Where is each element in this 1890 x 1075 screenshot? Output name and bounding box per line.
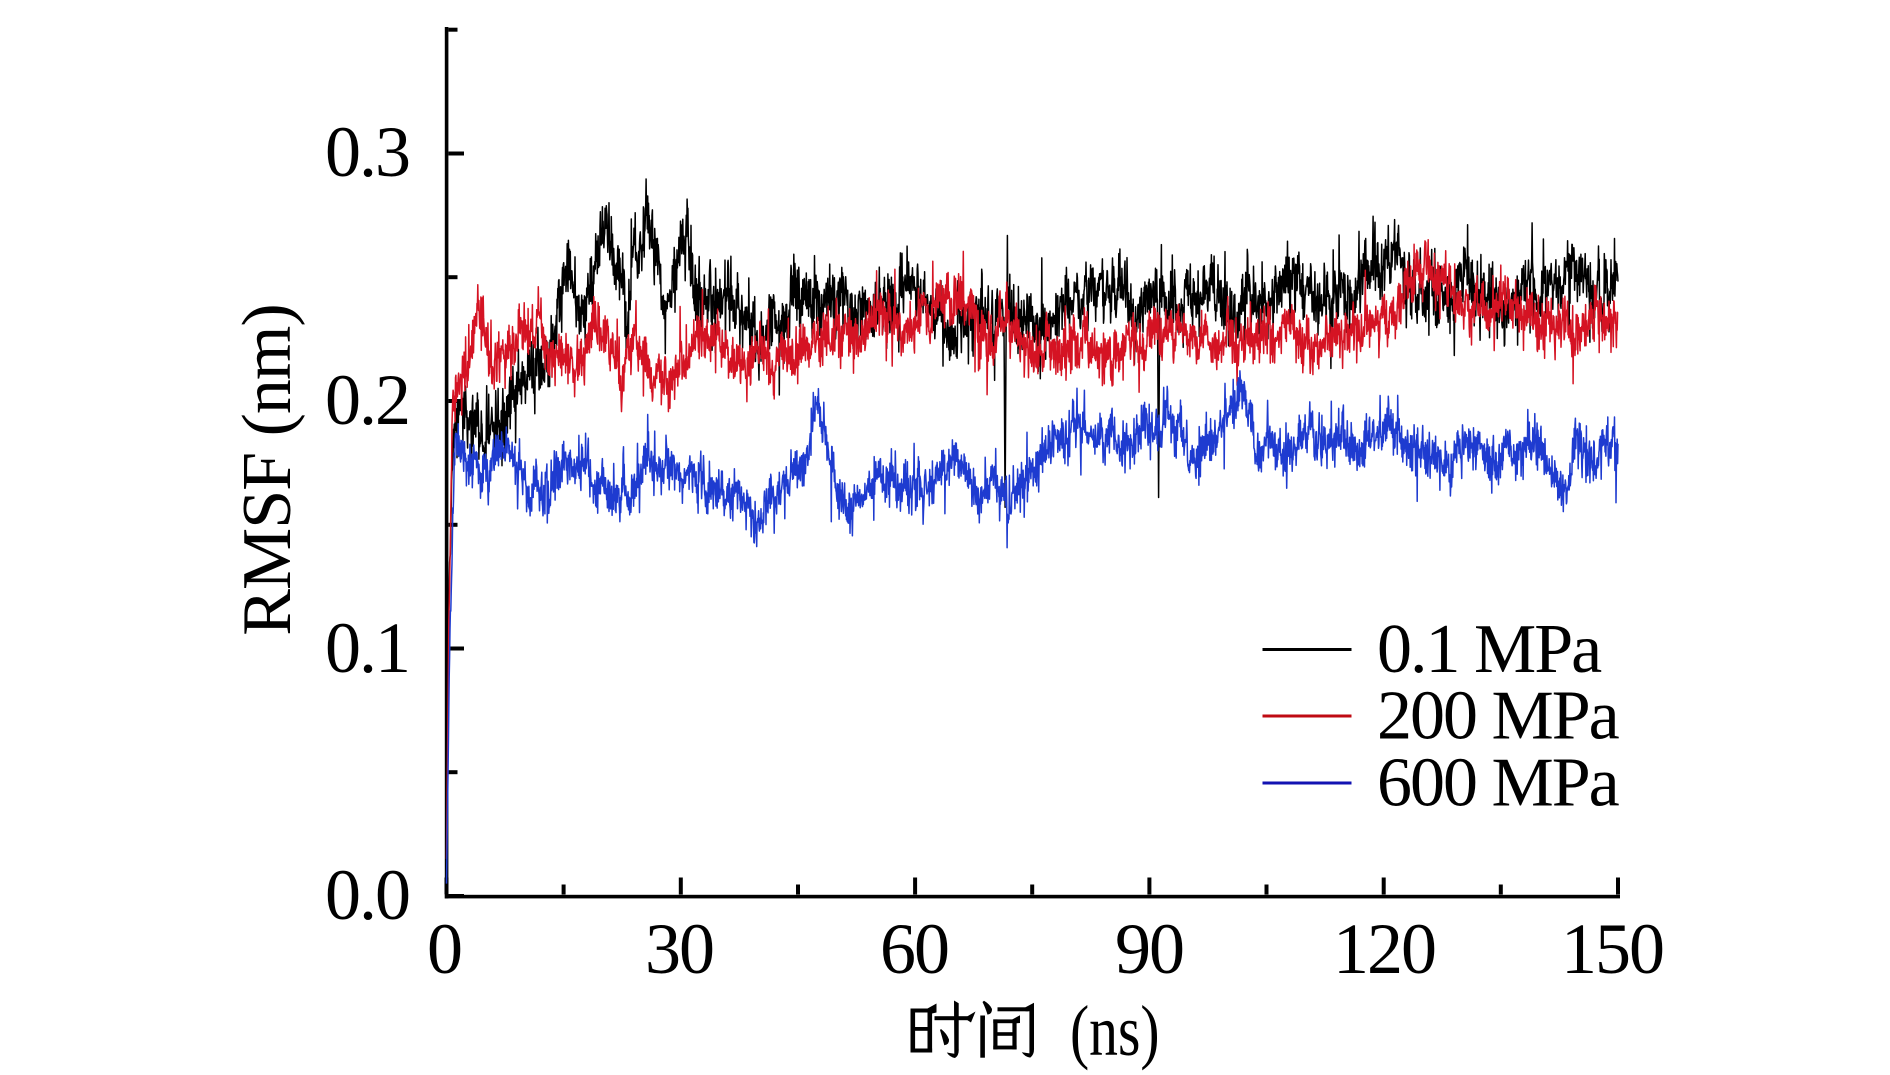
svg-text:0.3: 0.3: [325, 112, 409, 192]
svg-text:200 MPa: 200 MPa: [1377, 678, 1620, 755]
svg-text:RMSF (nm): RMSF (nm): [229, 304, 306, 635]
svg-text:150: 150: [1561, 909, 1663, 989]
svg-text:0.1 MPa: 0.1 MPa: [1377, 611, 1602, 688]
svg-text:0.0: 0.0: [325, 855, 409, 935]
svg-text:30: 30: [645, 909, 713, 989]
svg-text:60: 60: [880, 909, 948, 989]
svg-text:(ns): (ns): [1070, 992, 1160, 1072]
svg-text:120: 120: [1333, 909, 1435, 989]
svg-text:90: 90: [1115, 909, 1183, 989]
svg-text:0: 0: [427, 909, 461, 989]
svg-text:600 MPa: 600 MPa: [1377, 745, 1620, 822]
svg-text:0.2: 0.2: [325, 360, 409, 440]
svg-text:0.1: 0.1: [325, 608, 409, 688]
